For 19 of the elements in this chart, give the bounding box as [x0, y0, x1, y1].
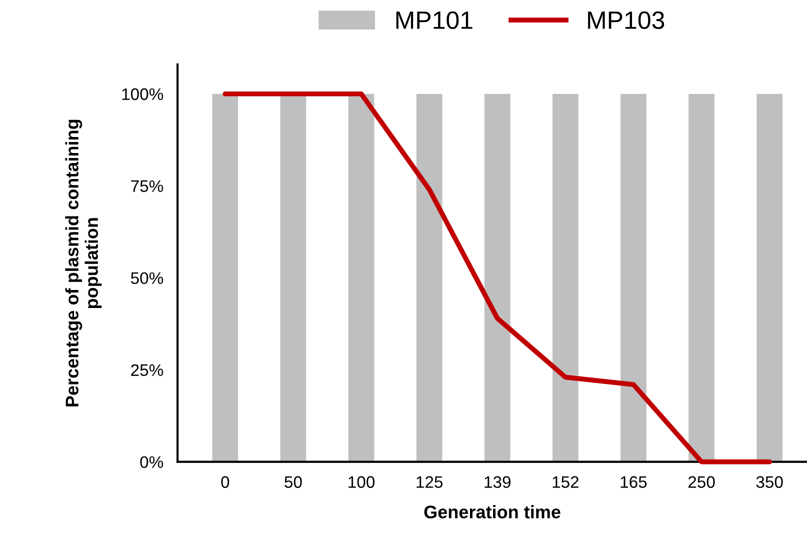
line-series	[222, 91, 772, 464]
y-axis-title: Percentage of plasmid containing population	[65, 120, 102, 406]
legend-label: MP103	[588, 11, 664, 30]
x-tick-label: 139	[484, 476, 510, 488]
x-tick-label: 125	[416, 476, 443, 488]
x-tick-label: 152	[552, 476, 578, 488]
x-tick-label: 165	[620, 476, 647, 488]
x-tick-label: 50	[284, 476, 302, 488]
x-axis-title: Generation time	[424, 505, 560, 518]
x-tick-label: 0	[221, 476, 230, 488]
x-tick-label: 100	[348, 476, 375, 488]
x-tick-label: 350	[756, 476, 783, 488]
y-tick-label: 50%	[130, 272, 164, 284]
y-tick-label: 0%	[140, 456, 164, 468]
y-tick-label: 75%	[131, 180, 164, 192]
legend-label: MP101	[396, 11, 472, 30]
x-tick-label: 250	[688, 476, 715, 488]
y-tick-label: 25%	[131, 364, 164, 376]
y-tick-label: 100%	[122, 88, 164, 100]
